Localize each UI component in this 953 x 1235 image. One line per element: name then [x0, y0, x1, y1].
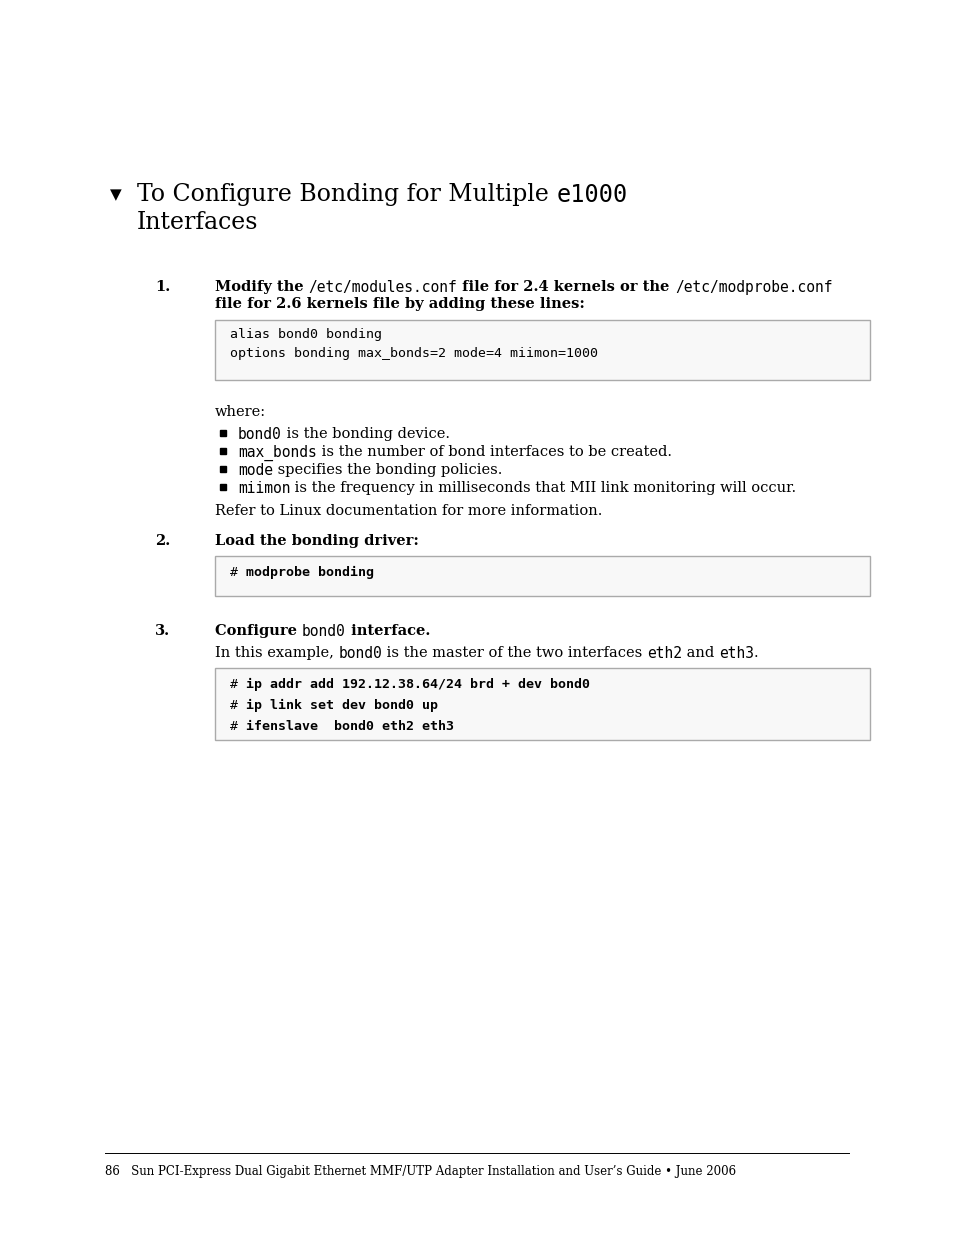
Bar	[220, 430, 226, 436]
Text: #: #	[230, 566, 246, 579]
Text: and: and	[681, 646, 719, 659]
Text: bond0: bond0	[338, 646, 382, 661]
Text: ip addr add 192.12.38.64/24 brd + dev bond0: ip addr add 192.12.38.64/24 brd + dev bo…	[246, 678, 589, 692]
Text: #: #	[230, 720, 246, 734]
Bar	[220, 448, 226, 454]
Text: where:: where:	[214, 405, 266, 419]
Text: #: #	[230, 699, 246, 713]
Text: /etc/modules.conf: /etc/modules.conf	[309, 280, 457, 295]
Text: is the number of bond interfaces to be created.: is the number of bond interfaces to be c…	[316, 445, 671, 459]
Text: bond0: bond0	[237, 427, 281, 442]
Text: Load the bonding driver:: Load the bonding driver:	[214, 534, 418, 548]
Text: In this example,: In this example,	[214, 646, 338, 659]
Text: ip link set dev bond0 up: ip link set dev bond0 up	[246, 699, 437, 713]
Text: e1000: e1000	[556, 183, 627, 207]
Text: eth3: eth3	[719, 646, 753, 661]
Text: 3.: 3.	[154, 624, 170, 638]
Text: options bonding max_bonds=2 mode=4 miimon=1000: options bonding max_bonds=2 mode=4 miimo…	[230, 347, 598, 359]
Text: Refer to Linux documentation for more information.: Refer to Linux documentation for more in…	[214, 504, 601, 517]
Text: .: .	[753, 646, 758, 659]
Text: ifenslave  bond0 eth2 eth3: ifenslave bond0 eth2 eth3	[246, 720, 454, 734]
Text: #: #	[230, 678, 246, 692]
Text: eth2: eth2	[646, 646, 681, 661]
Text: bond0: bond0	[302, 624, 346, 638]
Text: /etc/modprobe.conf: /etc/modprobe.conf	[675, 280, 832, 295]
Bar	[214, 556, 869, 597]
Text: modprobe bonding: modprobe bonding	[246, 566, 374, 579]
Text: is the master of the two interfaces: is the master of the two interfaces	[382, 646, 646, 659]
Bar	[220, 484, 226, 490]
Text: file for 2.4 kernels or the: file for 2.4 kernels or the	[457, 280, 675, 294]
Text: 1.: 1.	[154, 280, 170, 294]
Text: miimon: miimon	[237, 480, 291, 496]
Text: max_bonds: max_bonds	[237, 445, 316, 461]
Bar	[220, 466, 226, 472]
Text: 86   Sun PCI-Express Dual Gigabit Ethernet MMF/UTP Adapter Installation and User: 86 Sun PCI-Express Dual Gigabit Ethernet…	[105, 1165, 736, 1178]
Text: To Configure Bonding for Multiple: To Configure Bonding for Multiple	[137, 183, 556, 206]
Text: is the bonding device.: is the bonding device.	[281, 427, 449, 441]
Text: Configure: Configure	[214, 624, 302, 638]
Text: interface.: interface.	[346, 624, 430, 638]
Text: Modify the: Modify the	[214, 280, 309, 294]
Text: ▼: ▼	[110, 188, 122, 203]
Text: mode: mode	[237, 463, 273, 478]
Text: alias bond0 bonding: alias bond0 bonding	[230, 329, 381, 341]
Text: Interfaces: Interfaces	[137, 211, 258, 233]
Text: specifies the bonding policies.: specifies the bonding policies.	[273, 463, 502, 477]
Bar	[214, 668, 869, 740]
Text: file for 2.6 kernels file by adding these lines:: file for 2.6 kernels file by adding thes…	[214, 296, 584, 311]
Text: 2.: 2.	[154, 534, 170, 548]
Bar	[214, 320, 869, 380]
Text: is the frequency in milliseconds that MII link monitoring will occur.: is the frequency in milliseconds that MI…	[291, 480, 796, 495]
